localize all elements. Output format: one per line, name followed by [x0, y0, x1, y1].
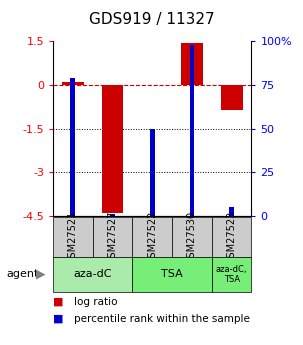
- Bar: [212, 257, 251, 292]
- Text: ■: ■: [53, 297, 64, 307]
- Text: GDS919 / 11327: GDS919 / 11327: [89, 12, 214, 27]
- Text: aza-dC,
TSA: aza-dC, TSA: [216, 265, 247, 284]
- Bar: [132, 217, 172, 257]
- Text: GSM27530: GSM27530: [187, 211, 197, 264]
- Bar: [212, 217, 251, 257]
- Bar: [190, 45, 194, 216]
- Text: GSM27527: GSM27527: [108, 210, 118, 264]
- Bar: [110, 214, 115, 216]
- Text: agent: agent: [6, 269, 38, 279]
- Text: TSA: TSA: [161, 269, 183, 279]
- Text: GSM27521: GSM27521: [68, 210, 78, 264]
- Bar: [172, 217, 212, 257]
- Text: GSM27522: GSM27522: [147, 210, 157, 264]
- Bar: [71, 78, 75, 216]
- Bar: [181, 43, 203, 85]
- Bar: [102, 85, 124, 213]
- Text: GSM27523: GSM27523: [227, 210, 237, 264]
- Bar: [229, 207, 234, 216]
- Bar: [53, 217, 93, 257]
- Bar: [221, 85, 243, 110]
- Text: ▶: ▶: [36, 268, 46, 281]
- Text: percentile rank within the sample: percentile rank within the sample: [74, 314, 250, 324]
- Text: ■: ■: [53, 314, 64, 324]
- Text: aza-dC: aza-dC: [73, 269, 112, 279]
- Bar: [62, 82, 84, 85]
- Bar: [93, 217, 132, 257]
- Bar: [150, 128, 155, 216]
- Bar: [132, 257, 212, 292]
- Bar: [53, 257, 132, 292]
- Text: log ratio: log ratio: [74, 297, 118, 307]
